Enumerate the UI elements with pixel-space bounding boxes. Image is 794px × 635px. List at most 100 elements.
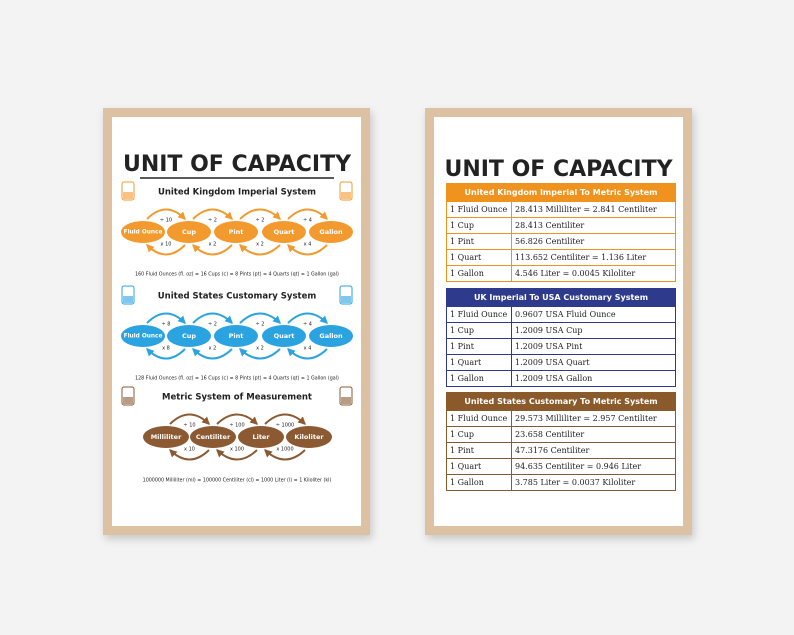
unit-blob — [286, 426, 332, 448]
unit-label: Liter — [252, 433, 270, 441]
multiply-label: x 4 — [304, 346, 312, 352]
unit-label: Cup — [182, 332, 196, 340]
arrow-bottom — [146, 348, 186, 360]
multiply-label: x 2 — [209, 242, 217, 248]
divide-label: ÷ 2 — [208, 322, 217, 328]
table-row: 1 Cup 28.413 Centiliter — [446, 217, 676, 234]
table-row: 1 Pint 56.826 Centiliter — [446, 233, 676, 250]
unit-blob — [262, 325, 306, 347]
multiply-label: x 8 — [162, 346, 170, 352]
table-header: United Kingdom Imperial To Metric System — [446, 183, 676, 202]
divide-label: ÷ 2 — [256, 218, 265, 224]
arrow-top — [169, 413, 210, 425]
arrow-top — [287, 312, 328, 324]
table-row: 1 Gallon 4.546 Liter = 0.0045 Kiloliter — [446, 265, 676, 282]
divide-label: ÷ 2 — [256, 322, 265, 328]
divide-label: ÷ 2 — [208, 218, 217, 224]
divide-label: ÷ 8 — [162, 322, 171, 328]
unit-label: Fluid Ounce — [124, 230, 163, 236]
beaker-liquid — [123, 192, 133, 199]
formula: 128 Fluid Ounces (fl. oz) = 16 Cups (c) … — [135, 376, 339, 382]
table-row: 1 Fluid Ounce 29.573 Milliliter = 2.957 C… — [446, 410, 676, 427]
arrow-top — [192, 312, 233, 324]
table-header: United States Customary To Metric System — [446, 392, 676, 411]
right-poster: UNIT OF CAPACITY United Kingdom Imperial… — [434, 117, 683, 526]
arrow-top — [239, 208, 281, 220]
unit-blob — [309, 221, 353, 243]
table-row: 1 Cup 1.2009 USA Cup — [446, 322, 676, 339]
unit-label: Milliliter — [151, 433, 182, 441]
multiply-label: x 1000 — [276, 447, 293, 453]
unit-blob — [238, 426, 284, 448]
beaker-liquid — [341, 397, 351, 404]
beaker-liquid — [123, 296, 133, 303]
table-cell: 3.785 Liter = 0.0037 Kiloliter — [511, 474, 676, 491]
arrow-top — [239, 312, 281, 324]
unit-label: Pint — [229, 228, 244, 236]
table-row: 1 Fluid Ounce 28.413 Milliliter = 2.841 C… — [446, 201, 676, 218]
divide-label: ÷ 1000 — [276, 423, 295, 429]
arrow-top — [264, 413, 306, 425]
unit-label: Cup — [182, 228, 196, 236]
formula: 1000000 Milliliter (ml) = 100000 Centili… — [143, 478, 332, 484]
unit-label: Pint — [229, 332, 244, 340]
conversion-table: UK Imperial To USA Customary System 1 Flu… — [446, 288, 676, 387]
table-row: 1 Cup 23.658 Centiliter — [446, 426, 676, 443]
unit-blob — [190, 426, 236, 448]
table-cell: 1.2009 USA Gallon — [511, 370, 676, 387]
table-row: 1 Fluid Ounce 0.9607 USA Fluid Ounce — [446, 306, 676, 323]
unit-blob — [214, 325, 258, 347]
arrow-bottom — [192, 348, 233, 360]
section-title: Metric System of Measurement — [162, 393, 312, 403]
arrow-top — [192, 208, 233, 220]
formula: 160 Fluid Ounces (fl. oz) = 16 Cups (c) … — [135, 272, 339, 278]
poster-title: UNIT OF CAPACITY — [123, 152, 352, 177]
unit-label: Quart — [274, 332, 295, 340]
multiply-label: x 4 — [304, 242, 312, 248]
divide-label: ÷ 100 — [229, 423, 244, 429]
unit-label: Fluid Ounce — [124, 334, 163, 340]
unit-blob — [309, 325, 353, 347]
beaker-liquid — [341, 296, 351, 303]
unit-blob — [262, 221, 306, 243]
section-title: United States Customary System — [158, 292, 317, 302]
multiply-label: x 100 — [230, 447, 244, 453]
divide-label: ÷ 4 — [303, 218, 312, 224]
arrow-bottom — [239, 348, 281, 360]
arrow-bottom — [287, 348, 328, 360]
multiply-label: x 10 — [161, 242, 172, 248]
arrow-bottom — [216, 449, 258, 461]
arrow-top — [216, 413, 258, 425]
unit-blob — [214, 221, 258, 243]
section-title: United Kingdom Imperial System — [158, 188, 316, 198]
unit-label: Gallon — [319, 332, 343, 340]
multiply-label: x 2 — [209, 346, 217, 352]
table-row: 1 Quart 113.652 Centiliter = 1.136 Liter — [446, 249, 676, 266]
table-header: UK Imperial To USA Customary System — [446, 288, 676, 307]
divide-label: ÷ 4 — [303, 322, 312, 328]
arrow-bottom — [264, 449, 306, 461]
table-row: 1 Gallon 3.785 Liter = 0.0037 Kiloliter — [446, 474, 676, 491]
multiply-label: x 2 — [256, 346, 264, 352]
unit-label: Centiliter — [196, 433, 231, 441]
table-row: 1 Pint 47.3176 Centiliter — [446, 442, 676, 459]
arrow-bottom — [192, 244, 233, 256]
arrow-bottom — [239, 244, 281, 256]
arrow-bottom — [146, 244, 186, 256]
arrow-bottom — [287, 244, 328, 256]
table-row: 1 Gallon 1.2009 USA Gallon — [446, 370, 676, 387]
right-frame: UNIT OF CAPACITY United Kingdom Imperial… — [425, 108, 692, 535]
arrow-bottom — [169, 449, 210, 461]
unit-blob — [121, 325, 165, 347]
unit-label: Gallon — [319, 228, 343, 236]
poster-title: UNIT OF CAPACITY — [444, 157, 673, 182]
unit-blob — [143, 426, 189, 448]
conversion-table: United Kingdom Imperial To Metric System… — [446, 183, 676, 282]
unit-blob — [167, 221, 211, 243]
unit-label: Quart — [274, 228, 295, 236]
table-cell: 1 Gallon — [446, 370, 512, 387]
multiply-label: x 10 — [184, 447, 195, 453]
multiply-label: x 2 — [256, 242, 264, 248]
